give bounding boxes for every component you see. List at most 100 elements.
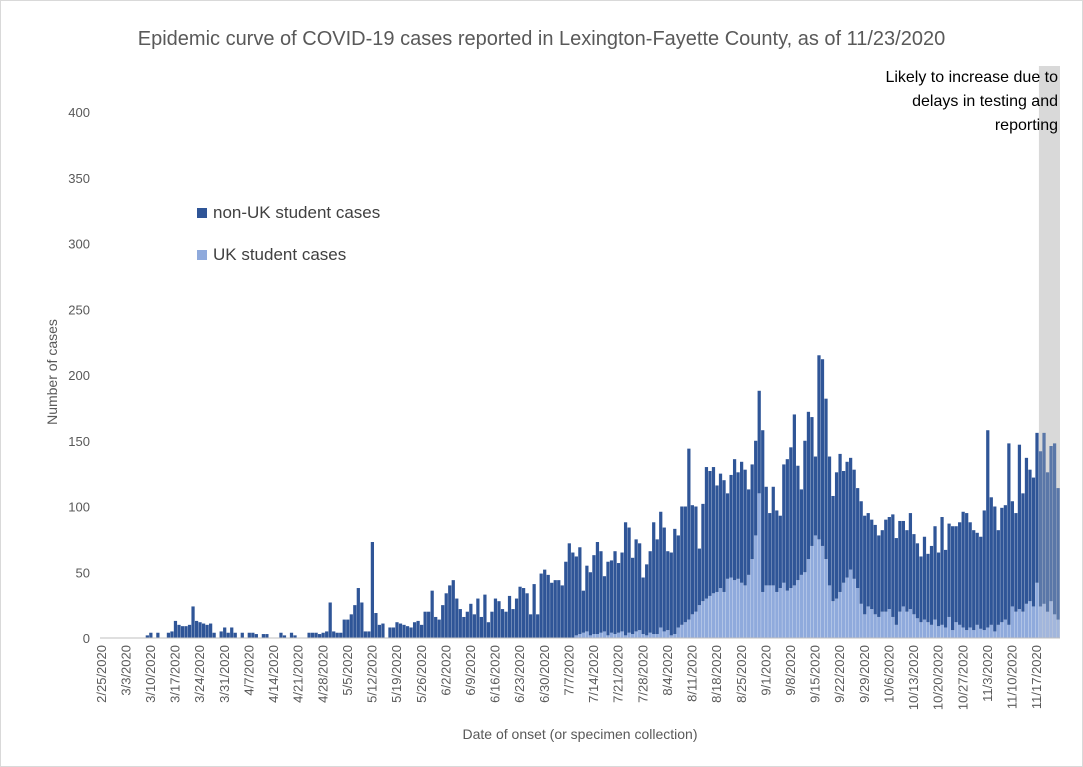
- bar-non-uk-student: [708, 470, 712, 596]
- bar-non-uk-student: [265, 634, 269, 638]
- bar-non-uk-student: [1003, 505, 1007, 620]
- bar-non-uk-student: [595, 542, 600, 635]
- bar-non-uk-student: [201, 623, 206, 638]
- bar-uk-student: [961, 627, 965, 638]
- bar-uk-student: [599, 632, 603, 638]
- bar-non-uk-student: [550, 582, 554, 638]
- bar-non-uk-student: [497, 601, 501, 638]
- bar-non-uk-student: [149, 632, 153, 638]
- bar-non-uk-student: [391, 627, 396, 638]
- bar-uk-student: [736, 578, 740, 638]
- bar-non-uk-student: [683, 506, 687, 623]
- bar-uk-student: [768, 585, 772, 638]
- bar-non-uk-student: [592, 555, 596, 635]
- bar-non-uk-student: [778, 515, 782, 589]
- bar-uk-student: [824, 559, 828, 638]
- bar-non-uk-student: [310, 632, 315, 638]
- bar-uk-student: [894, 624, 898, 638]
- bar-non-uk-student: [761, 430, 765, 592]
- x-tick-label: 4/21/2020: [291, 645, 306, 703]
- legend-swatch-non-uk: [197, 208, 207, 218]
- bar-uk-student: [1024, 603, 1029, 638]
- bar-uk-student: [993, 631, 997, 638]
- bar-uk-student: [887, 609, 891, 638]
- bar-non-uk-student: [810, 417, 814, 546]
- x-tick-label: 9/15/2020: [808, 645, 823, 703]
- bar-non-uk-student: [289, 632, 294, 638]
- bar-uk-student: [704, 598, 709, 638]
- x-tick-label: 8/25/2020: [734, 645, 749, 703]
- y-tick-label: 100: [68, 500, 90, 515]
- bar-non-uk-student: [943, 549, 948, 628]
- bars-group: [145, 355, 1060, 638]
- bar-non-uk-student: [194, 620, 199, 638]
- bar-uk-student: [606, 635, 610, 638]
- bar-uk-student: [901, 606, 905, 638]
- bar-non-uk-student: [367, 631, 371, 638]
- bar-non-uk-student: [863, 515, 867, 615]
- bar-uk-student: [1007, 624, 1011, 638]
- bar-non-uk-student: [740, 461, 744, 583]
- bar-uk-student: [996, 624, 1000, 638]
- bar-non-uk-student: [395, 622, 399, 638]
- bar-non-uk-student: [764, 486, 768, 586]
- bar-non-uk-student: [560, 585, 564, 638]
- bar-non-uk-student: [954, 526, 958, 623]
- delay-annotation: Likely to increase due to delays in test…: [885, 69, 1058, 134]
- bar-non-uk-student: [936, 552, 941, 627]
- bar-non-uk-student: [775, 510, 779, 592]
- bar-non-uk-student: [529, 614, 533, 638]
- x-tick-label: 10/6/2020: [881, 645, 896, 703]
- x-tick-label: 4/7/2020: [241, 645, 256, 696]
- bar-non-uk-student: [704, 467, 709, 599]
- bar-non-uk-student: [479, 616, 484, 638]
- bar-uk-student: [1045, 611, 1050, 638]
- bar-non-uk-student: [240, 632, 244, 638]
- bar-uk-student: [715, 591, 719, 638]
- bar-non-uk-student: [198, 622, 202, 638]
- bar-uk-student: [620, 631, 624, 638]
- bar-non-uk-student: [813, 456, 818, 536]
- bar-non-uk-student: [374, 613, 378, 638]
- bar-uk-student: [690, 614, 695, 638]
- bar-uk-student: [616, 632, 621, 638]
- x-tick-label: 3/24/2020: [192, 645, 207, 703]
- bar-uk-student: [845, 577, 849, 638]
- bar-uk-student: [947, 616, 951, 638]
- bar-non-uk-student: [817, 355, 821, 540]
- bar-non-uk-student: [722, 480, 726, 592]
- bar-non-uk-student: [666, 551, 670, 631]
- bar-uk-student: [627, 632, 631, 638]
- bar-uk-student: [634, 631, 638, 638]
- x-tick-label: 7/14/2020: [586, 645, 601, 703]
- bar-uk-student: [810, 545, 814, 638]
- bar-uk-student: [1052, 614, 1057, 638]
- bar-non-uk-student: [553, 580, 557, 638]
- bar-non-uk-student: [669, 552, 673, 636]
- bar-uk-student: [912, 614, 916, 638]
- bar-non-uk-student: [993, 506, 997, 632]
- bar-non-uk-student: [145, 635, 149, 638]
- bar-non-uk-student: [824, 398, 828, 560]
- x-tick-label: 7/28/2020: [635, 645, 650, 703]
- bar-uk-student: [764, 585, 768, 638]
- bar-non-uk-student: [451, 580, 455, 638]
- bar-uk-student: [792, 585, 796, 638]
- bar-uk-student: [919, 622, 923, 638]
- bar-uk-student: [754, 535, 758, 638]
- bar-non-uk-student: [191, 606, 195, 638]
- bar-non-uk-student: [325, 631, 329, 638]
- bar-uk-student: [725, 578, 730, 638]
- bar-non-uk-student: [1035, 432, 1039, 583]
- bar-non-uk-student: [493, 598, 498, 638]
- bar-non-uk-student: [841, 470, 846, 583]
- bar-uk-student: [849, 569, 853, 638]
- bar-non-uk-student: [623, 522, 628, 636]
- bar-non-uk-student: [543, 569, 547, 638]
- bar-uk-student: [877, 616, 881, 638]
- bar-non-uk-student: [782, 464, 786, 583]
- x-tick-label: 11/17/2020: [1029, 645, 1044, 709]
- bar-uk-student: [659, 627, 663, 638]
- bar-non-uk-student: [673, 528, 677, 635]
